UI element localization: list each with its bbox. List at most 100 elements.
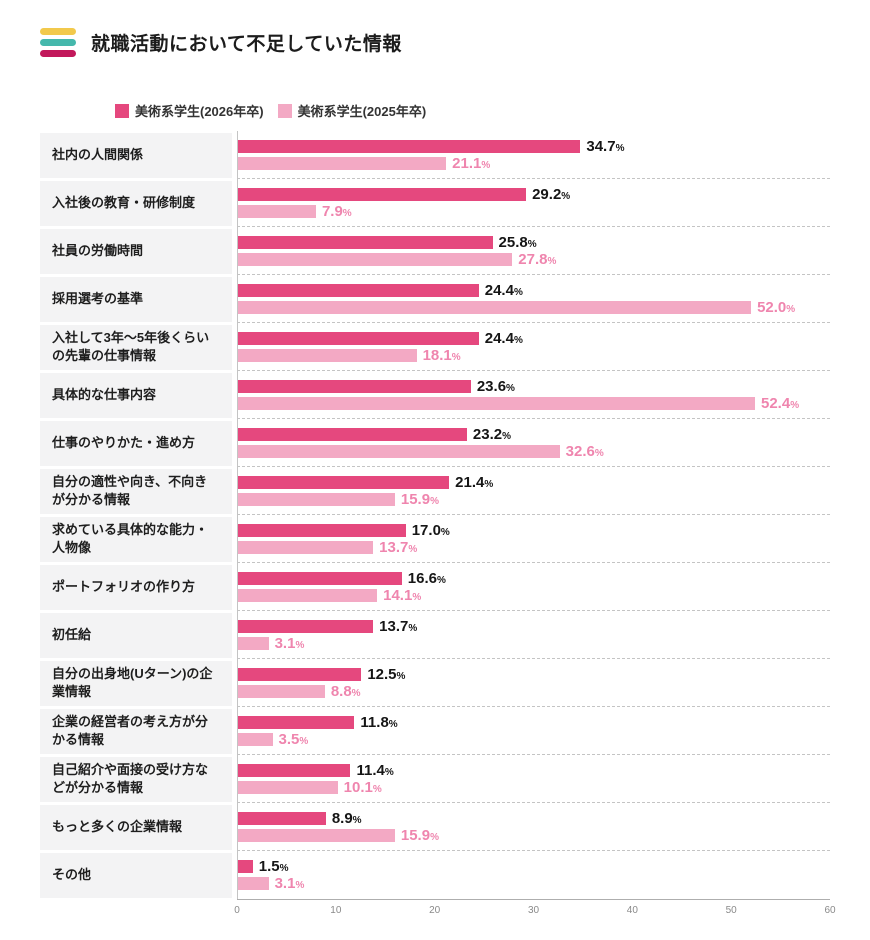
legend-label-2025: 美術系学生(2025年卒) <box>297 104 427 119</box>
value-label-2026: 24.4% <box>485 283 523 298</box>
category-label: 具体的な仕事内容 <box>40 372 232 418</box>
value-number: 21.4 <box>455 473 485 491</box>
value-label-2025: 10.1% <box>344 780 382 795</box>
brand-logo <box>40 28 76 57</box>
percent-sign: % <box>484 478 494 490</box>
x-axis-tick: 60 <box>824 905 836 916</box>
value-label-2026: 25.8% <box>499 235 537 250</box>
percent-sign: % <box>440 526 450 538</box>
percent-sign: % <box>786 303 796 315</box>
category-label: 入社後の教育・研修制度 <box>40 180 232 226</box>
value-label-2025: 32.6% <box>566 444 604 459</box>
category-bars: 12.5% 8.8% <box>237 659 830 707</box>
bar-line-2025: 27.8% <box>238 252 830 267</box>
percent-sign: % <box>436 574 446 586</box>
percent-sign: % <box>527 238 537 250</box>
bar-line-2025: 3.1% <box>238 874 830 892</box>
value-number: 21.1 <box>452 154 482 172</box>
bar-line-2025: 3.5% <box>238 730 830 748</box>
chart-row: 企業の経営者の考え方が分かる情報 11.8% 3.5% <box>40 707 830 755</box>
percent-sign: % <box>372 783 382 795</box>
bar-2026 <box>238 379 471 393</box>
category-label: 求めている具体的な能力・人物像 <box>40 516 232 562</box>
bar-2025 <box>238 732 273 746</box>
value-label-2025: 27.8% <box>518 252 556 267</box>
chart-row: もっと多くの企業情報 8.9% 15.9% <box>40 803 830 851</box>
bar-2025 <box>238 444 560 458</box>
percent-sign: % <box>506 382 515 394</box>
bar-line-2026: 11.8% <box>238 715 830 730</box>
percent-sign: % <box>451 351 461 363</box>
chart-row: 社内の人間関係 34.7% 21.1% <box>40 131 830 179</box>
category-bars: 34.7% 21.1% <box>237 131 830 179</box>
value-number: 3.1 <box>274 874 296 892</box>
value-label-2026: 24.4% <box>485 331 523 346</box>
value-label-2025: 15.9% <box>401 828 439 843</box>
category-label: その他 <box>40 852 232 898</box>
bar-2025 <box>238 828 395 842</box>
bar-2026 <box>238 475 450 489</box>
bar-line-2025: 7.9% <box>238 204 830 219</box>
category-bars: 23.6% 52.4% <box>237 371 830 419</box>
percent-sign: % <box>594 447 604 459</box>
value-label-2025: 52.4% <box>761 396 799 411</box>
chart-row: 入社後の教育・研修制度 29.2% 7.9% <box>40 179 830 227</box>
percent-sign: % <box>295 879 305 891</box>
value-label-2025: 52.0% <box>757 300 795 315</box>
bar-2026 <box>238 619 374 633</box>
bar-line-2025: 21.1% <box>238 154 830 172</box>
bar-line-2026: 29.2% <box>238 187 830 202</box>
x-axis-tick: 10 <box>330 905 342 916</box>
value-label-2026: 17.0% <box>412 523 450 538</box>
legend-swatch-2025 <box>277 103 292 118</box>
value-number: 13.7 <box>379 538 409 556</box>
bar-2026 <box>238 523 406 537</box>
value-number: 3.5 <box>278 730 300 748</box>
category-label: 社内の人間関係 <box>40 132 232 178</box>
chart-row: 自分の出身地(Uターン)の企業情報 12.5% 8.8% <box>40 659 830 707</box>
percent-sign: % <box>430 495 439 507</box>
bar-line-2025: 8.8% <box>238 684 830 699</box>
category-bars: 11.4% 10.1% <box>237 755 830 803</box>
percent-sign: % <box>388 718 398 730</box>
value-label-2026: 8.9% <box>332 811 362 826</box>
bar-line-2026: 8.9% <box>238 811 830 826</box>
legend-label-2026: 美術系学生(2026年卒) <box>135 104 264 119</box>
category-label: ポートフォリオの作り方 <box>40 564 232 610</box>
value-number: 52.0 <box>757 298 787 316</box>
value-label-2025: 14.1% <box>383 588 421 603</box>
bar-2025 <box>238 636 269 650</box>
bar-line-2025: 14.1% <box>238 588 830 603</box>
category-label: もっと多くの企業情報 <box>40 804 232 850</box>
percent-sign: % <box>412 591 422 603</box>
bar-line-2026: 12.5% <box>238 665 830 683</box>
x-axis-tick: 40 <box>626 905 638 916</box>
chart-row: 具体的な仕事内容 23.6% 52.4% <box>40 371 830 419</box>
category-bars: 24.4% 18.1% <box>237 323 830 371</box>
value-label-2026: 16.6% <box>408 571 446 586</box>
percent-sign: % <box>295 639 305 651</box>
value-number: 32.6 <box>565 442 595 460</box>
percent-sign: % <box>299 735 309 747</box>
bar-line-2026: 17.0% <box>238 523 830 538</box>
chart-row: その他 1.5% 3.1% <box>40 851 830 899</box>
percent-sign: % <box>279 862 289 874</box>
value-number: 29.2 <box>532 185 562 203</box>
category-bars: 29.2% 7.9% <box>237 179 830 227</box>
chart-row: 初任給 13.7% 3.1% <box>40 611 830 659</box>
bar-2026 <box>238 283 479 297</box>
percent-sign: % <box>513 334 523 346</box>
value-number: 52.4 <box>761 394 791 412</box>
bar-2025 <box>238 252 513 266</box>
bar-line-2026: 34.7% <box>238 139 830 154</box>
bar-2026 <box>238 331 479 345</box>
percent-sign: % <box>513 286 523 298</box>
value-number: 12.5 <box>367 665 397 683</box>
value-number: 24.4 <box>484 281 514 299</box>
percent-sign: % <box>384 766 394 778</box>
value-label-2026: 34.7% <box>586 139 624 154</box>
value-label-2026: 29.2% <box>532 187 570 202</box>
bar-2026 <box>238 235 493 249</box>
bar-2025 <box>238 780 338 794</box>
percent-sign: % <box>430 831 439 843</box>
